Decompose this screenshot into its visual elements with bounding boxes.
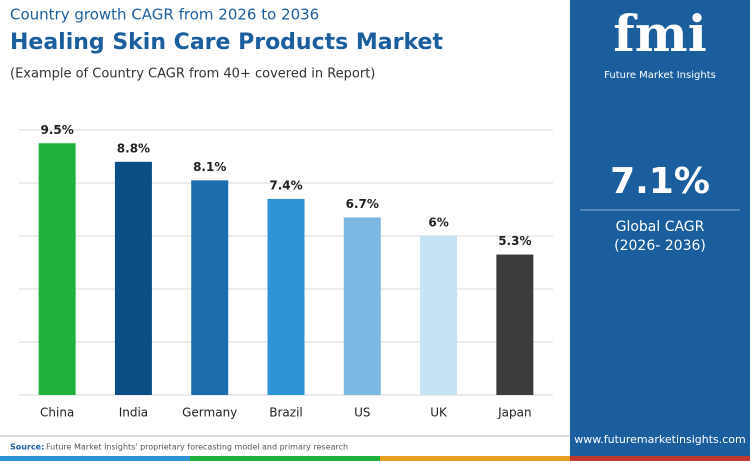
brand: Future Market Insights <box>604 70 716 81</box>
side-panel <box>570 0 750 461</box>
x-tick-label: UK <box>430 406 448 420</box>
value-label: 6.7% <box>346 197 379 211</box>
value-label: 6% <box>428 216 448 230</box>
bar <box>38 143 76 395</box>
bar <box>191 180 229 395</box>
bar <box>420 236 458 395</box>
source-text: Future Market Insights' proprietary fore… <box>46 443 348 452</box>
bar <box>343 217 381 395</box>
x-tick-label: China <box>40 406 74 420</box>
value-label: 7.4% <box>269 178 302 192</box>
stripe <box>190 456 380 461</box>
global-cagr-value: 7.1% <box>610 161 710 202</box>
bar <box>114 161 152 395</box>
logo: fmi <box>613 4 706 63</box>
global-cagr-label: Global CAGR <box>616 219 705 235</box>
subtitle: (Example of Country CAGR from 40+ covere… <box>10 67 375 82</box>
stripe <box>0 456 190 461</box>
x-tick-label: Brazil <box>269 406 303 420</box>
bar <box>267 198 305 395</box>
title: Healing Skin Care Products Market <box>10 30 443 55</box>
x-tick-label: US <box>354 406 370 420</box>
x-tick-label: Germany <box>182 406 237 420</box>
bar <box>496 254 534 395</box>
value-label: 5.3% <box>498 234 531 248</box>
kicker: Country growth CAGR from 2026 to 2036 <box>10 6 319 24</box>
x-tick-label: India <box>119 406 148 420</box>
stripe <box>380 456 570 461</box>
value-label: 9.5% <box>41 123 74 137</box>
source-label: Source: <box>10 443 44 452</box>
stripe <box>570 456 750 461</box>
value-label: 8.1% <box>193 160 226 174</box>
value-label: 8.8% <box>117 141 150 155</box>
x-tick-label: Japan <box>497 406 531 420</box>
website: www.futuremarketinsights.com <box>574 433 746 446</box>
global-cagr-period: (2026- 2036) <box>614 238 706 254</box>
